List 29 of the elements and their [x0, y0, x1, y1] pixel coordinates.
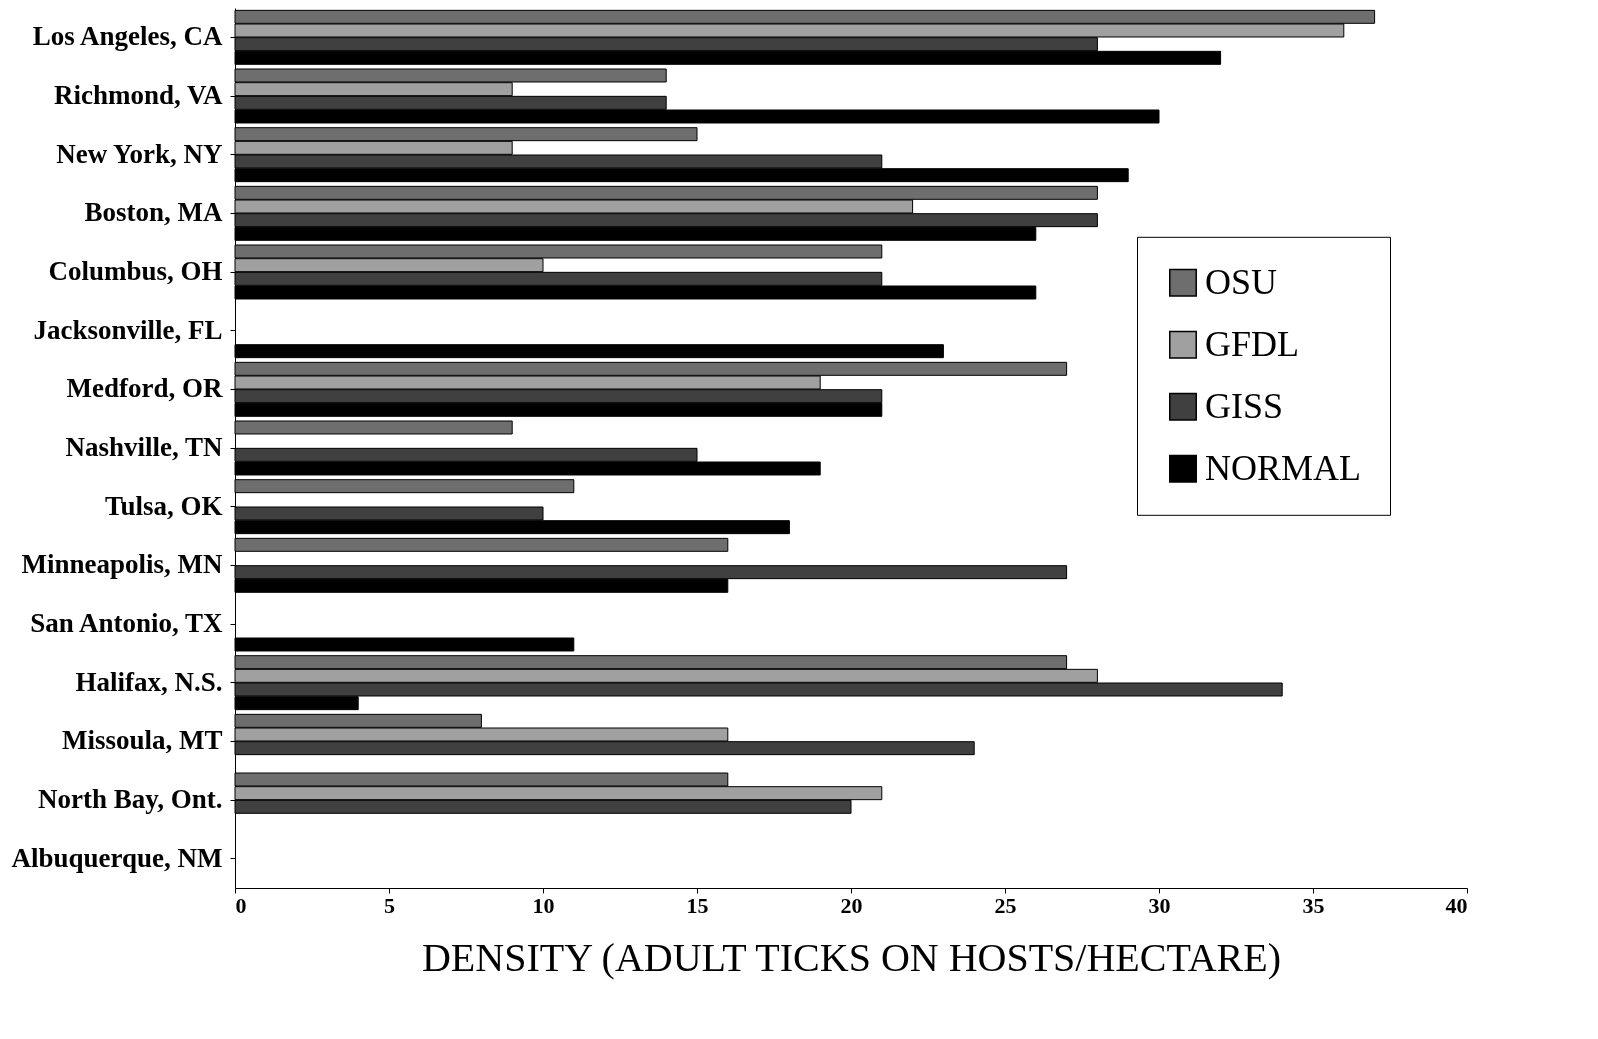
- x-tick-label: 40: [1445, 892, 1468, 918]
- y-tick-label: North Bay, Ont.: [37, 784, 223, 814]
- legend-label: GISS: [1205, 385, 1284, 426]
- y-tick-label: Boston, MA: [84, 197, 223, 228]
- y-tick-label: Nashville, TN: [65, 432, 223, 462]
- x-tick-label: 25: [994, 892, 1017, 918]
- y-tick-label: Minneapolis, MN: [21, 549, 223, 580]
- y-tick-label: Missoula, MT: [61, 725, 223, 756]
- x-tick-label: 20: [840, 892, 863, 918]
- y-tick-label: San Antonio, TX: [30, 608, 223, 638]
- legend-label: OSU: [1205, 261, 1278, 302]
- x-tick-label: 0: [235, 892, 247, 918]
- x-tick-label: 10: [532, 892, 555, 918]
- legend-label: GFDL: [1205, 323, 1300, 364]
- y-tick-label: Albuquerque, NM: [11, 842, 223, 873]
- legend-label: NORMAL: [1205, 447, 1362, 488]
- x-axis-title: DENSITY (ADULT TICKS ON HOSTS/HECTARE): [421, 934, 1282, 980]
- y-tick-label: Halifax, N.S.: [75, 666, 223, 697]
- y-tick-label: New York, NY: [56, 138, 223, 169]
- x-tick-label: 5: [384, 892, 395, 918]
- x-tick-label: 35: [1302, 892, 1325, 918]
- y-tick-label: Tulsa, OK: [104, 490, 223, 521]
- x-tick-label: 15: [686, 892, 709, 918]
- y-tick-label: Los Angeles, CA: [32, 21, 223, 52]
- y-tick-label: Columbus, OH: [48, 256, 223, 286]
- y-tick-label: Jacksonville, FL: [33, 314, 223, 345]
- x-tick-label: 30: [1148, 892, 1171, 918]
- y-tick-label: Richmond, VA: [53, 80, 223, 110]
- y-tick-label: Medford, OR: [66, 373, 223, 404]
